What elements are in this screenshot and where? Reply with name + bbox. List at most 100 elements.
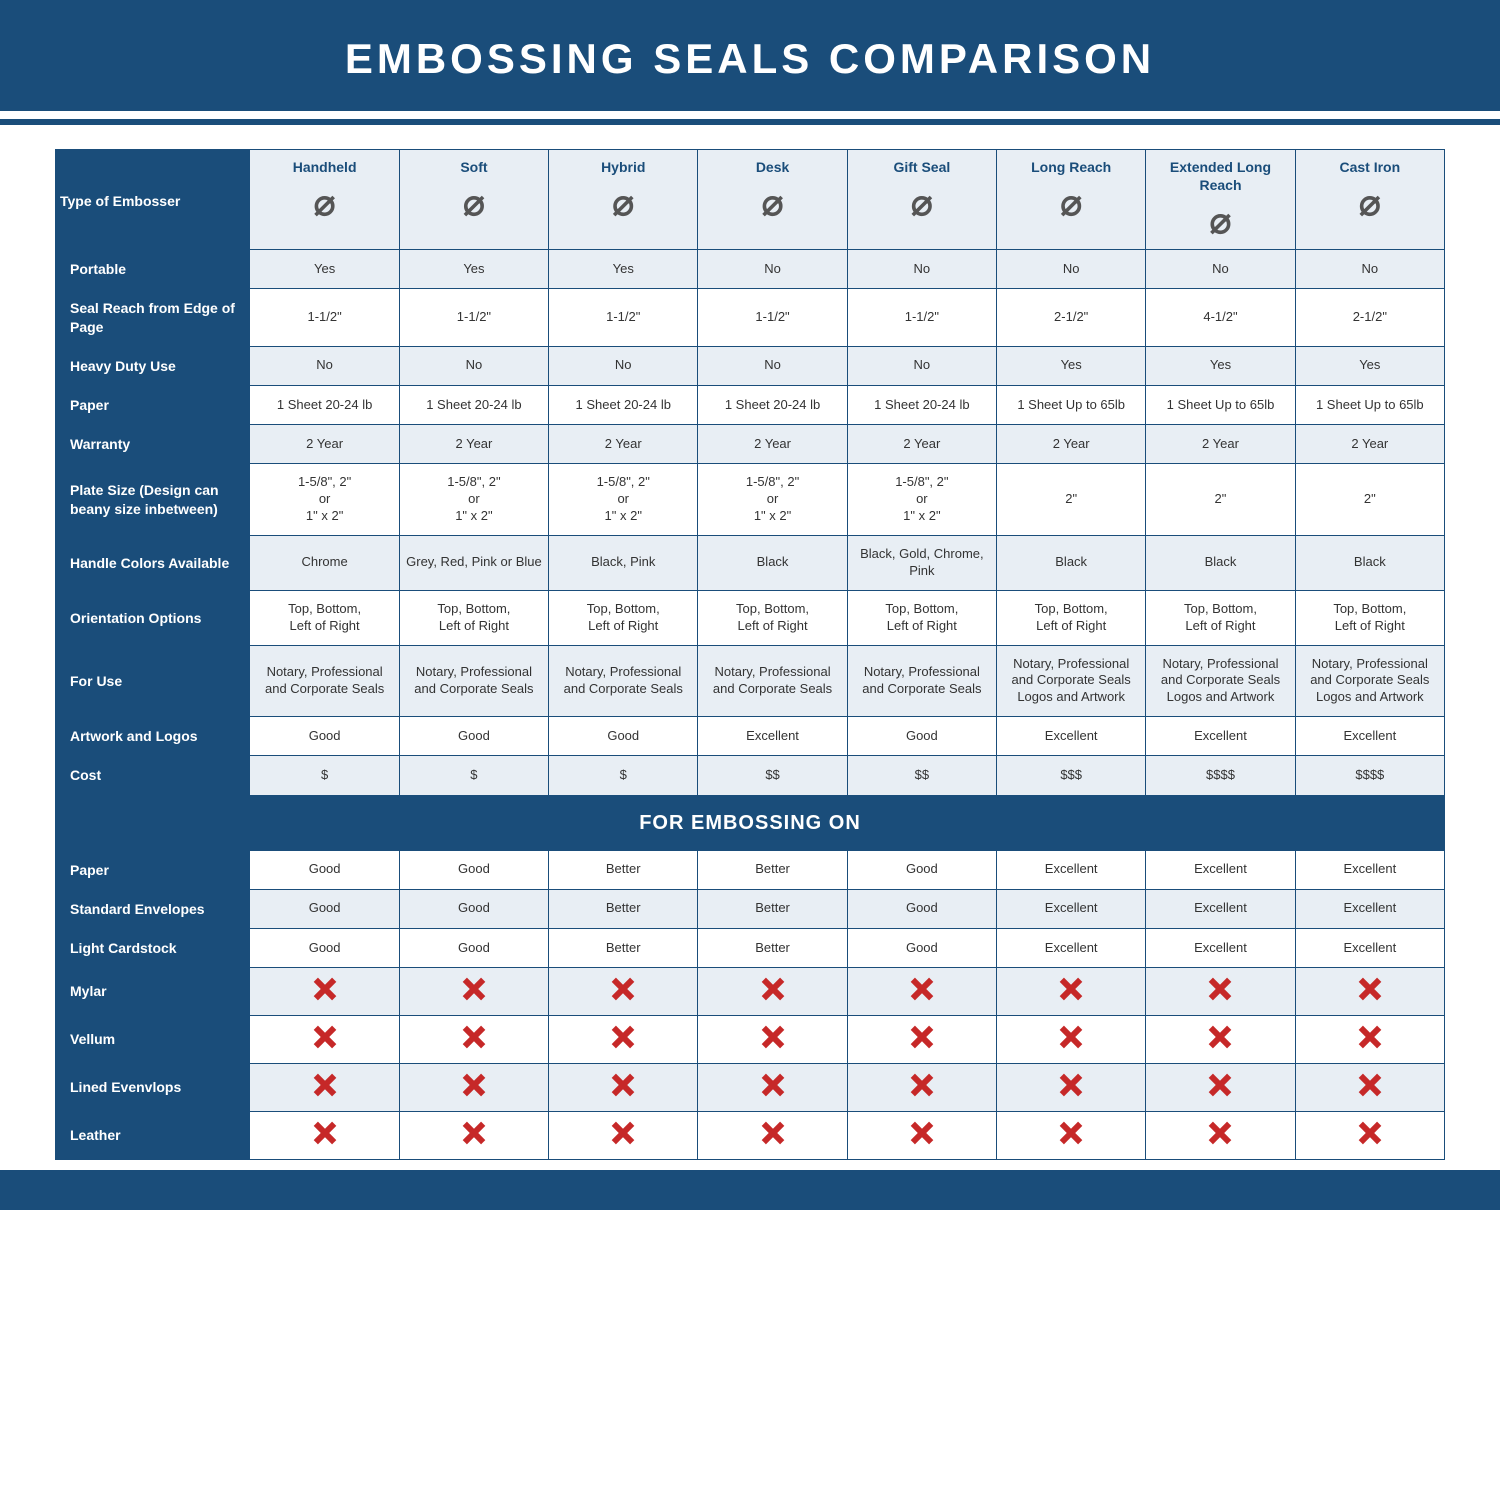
embosser-icon: ⌀ bbox=[911, 180, 933, 227]
cell: 2 Year bbox=[847, 425, 996, 464]
x-mark-icon bbox=[1060, 1122, 1082, 1144]
row-label: Leather bbox=[56, 1111, 250, 1159]
cell: $$ bbox=[847, 756, 996, 795]
comparison-table: Type of Embosser Handheld⌀Soft⌀Hybrid⌀De… bbox=[55, 149, 1445, 1160]
type-header: Type of Embosser bbox=[56, 150, 250, 250]
x-mark-icon bbox=[1209, 1074, 1231, 1096]
cell: 2 Year bbox=[698, 425, 847, 464]
cell: $ bbox=[549, 756, 698, 795]
cell bbox=[997, 1111, 1146, 1159]
cell: 1-1/2" bbox=[549, 289, 698, 346]
column-label: Hybrid bbox=[553, 158, 693, 176]
cell: Better bbox=[698, 889, 847, 928]
column-header-castiron: Cast Iron⌀ bbox=[1295, 150, 1444, 250]
cell: Notary, Professional and Corporate Seals… bbox=[997, 645, 1146, 717]
row-label: Cost bbox=[56, 756, 250, 795]
cell: 2 Year bbox=[399, 425, 548, 464]
cell: Better bbox=[549, 889, 698, 928]
cell bbox=[250, 1063, 399, 1111]
cell: 1 Sheet 20-24 lb bbox=[549, 385, 698, 424]
column-header-gift: Gift Seal ⌀ bbox=[847, 150, 996, 250]
cell: Good bbox=[250, 889, 399, 928]
cell: No bbox=[847, 250, 996, 289]
embosser-icon: ⌀ bbox=[314, 180, 336, 227]
cell: Good bbox=[399, 889, 548, 928]
cell: Better bbox=[698, 928, 847, 967]
cell: Better bbox=[698, 850, 847, 889]
cell: 4-1/2" bbox=[1146, 289, 1295, 346]
cell: Excellent bbox=[698, 717, 847, 756]
cell: 1-5/8", 2"or1" x 2" bbox=[698, 464, 847, 536]
cell: No bbox=[1146, 250, 1295, 289]
x-mark-icon bbox=[762, 1122, 784, 1144]
table-row: Heavy Duty UseNoNoNoNoNoYesYesYes bbox=[56, 346, 1445, 385]
table-row: For UseNotary, Professional and Corporat… bbox=[56, 645, 1445, 717]
cell: $$$ bbox=[997, 756, 1146, 795]
x-mark-icon bbox=[762, 978, 784, 1000]
column-header-hybrid: Hybrid ⌀ bbox=[549, 150, 698, 250]
x-mark-icon bbox=[612, 978, 634, 1000]
cell: Good bbox=[847, 717, 996, 756]
embosser-icon: ⌀ bbox=[612, 180, 634, 227]
x-mark-icon bbox=[911, 1122, 933, 1144]
column-header-desk: Desk⌀ bbox=[698, 150, 847, 250]
x-mark-icon bbox=[612, 1122, 634, 1144]
cell bbox=[1295, 968, 1444, 1016]
cell bbox=[1146, 968, 1295, 1016]
x-mark-icon bbox=[1359, 978, 1381, 1000]
cell: Good bbox=[847, 850, 996, 889]
cell: 2-1/2" bbox=[997, 289, 1146, 346]
cell bbox=[847, 1111, 996, 1159]
cell: Excellent bbox=[1295, 889, 1444, 928]
cell: $$$$ bbox=[1295, 756, 1444, 795]
x-mark-icon bbox=[911, 1074, 933, 1096]
table-row: Lined Evenvlops bbox=[56, 1063, 1445, 1111]
cell bbox=[549, 1111, 698, 1159]
table-row: Seal Reach from Edge of Page1-1/2"1-1/2"… bbox=[56, 289, 1445, 346]
cell: Notary, Professional and Corporate Seals bbox=[250, 645, 399, 717]
x-mark-icon bbox=[314, 1074, 336, 1096]
cell: $$$$ bbox=[1146, 756, 1295, 795]
x-mark-icon bbox=[463, 1122, 485, 1144]
embosser-icon: ⌀ bbox=[1359, 180, 1381, 227]
x-mark-icon bbox=[463, 1026, 485, 1048]
cell: Top, Bottom,Left of Right bbox=[549, 590, 698, 645]
cell: 2" bbox=[1295, 464, 1444, 536]
cell: Black, Pink bbox=[549, 535, 698, 590]
cell: $ bbox=[250, 756, 399, 795]
cell: No bbox=[997, 250, 1146, 289]
x-mark-icon bbox=[1209, 978, 1231, 1000]
cell bbox=[549, 968, 698, 1016]
cell: 1 Sheet Up to 65lb bbox=[997, 385, 1146, 424]
x-mark-icon bbox=[762, 1074, 784, 1096]
cell bbox=[698, 968, 847, 1016]
cell: 1 Sheet 20-24 lb bbox=[399, 385, 548, 424]
column-header-longreach: Long Reach⌀ bbox=[997, 150, 1146, 250]
x-mark-icon bbox=[612, 1074, 634, 1096]
cell: Excellent bbox=[997, 889, 1146, 928]
cell: Good bbox=[250, 850, 399, 889]
cell: No bbox=[698, 346, 847, 385]
x-mark-icon bbox=[463, 978, 485, 1000]
cell: 2 Year bbox=[1146, 425, 1295, 464]
cell bbox=[250, 1016, 399, 1064]
cell bbox=[698, 1016, 847, 1064]
table-row: Leather bbox=[56, 1111, 1445, 1159]
column-header-extlong: Extended Long Reach⌀ bbox=[1146, 150, 1295, 250]
cell: Top, Bottom,Left of Right bbox=[1146, 590, 1295, 645]
cell: Good bbox=[399, 717, 548, 756]
cell: 2 Year bbox=[1295, 425, 1444, 464]
cell: 2 Year bbox=[250, 425, 399, 464]
cell bbox=[997, 1063, 1146, 1111]
x-mark-icon bbox=[911, 978, 933, 1000]
column-label: Gift Seal bbox=[852, 158, 992, 176]
table-row: Warranty2 Year2 Year2 Year2 Year2 Year2 … bbox=[56, 425, 1445, 464]
cell bbox=[399, 968, 548, 1016]
row-label: Paper bbox=[56, 850, 250, 889]
cell: Good bbox=[847, 928, 996, 967]
table-row: Mylar bbox=[56, 968, 1445, 1016]
cell: Notary, Professional and Corporate Seals… bbox=[1146, 645, 1295, 717]
embosser-icon: ⌀ bbox=[1210, 198, 1232, 245]
x-mark-icon bbox=[1060, 978, 1082, 1000]
cell: Notary, Professional and Corporate Seals bbox=[698, 645, 847, 717]
